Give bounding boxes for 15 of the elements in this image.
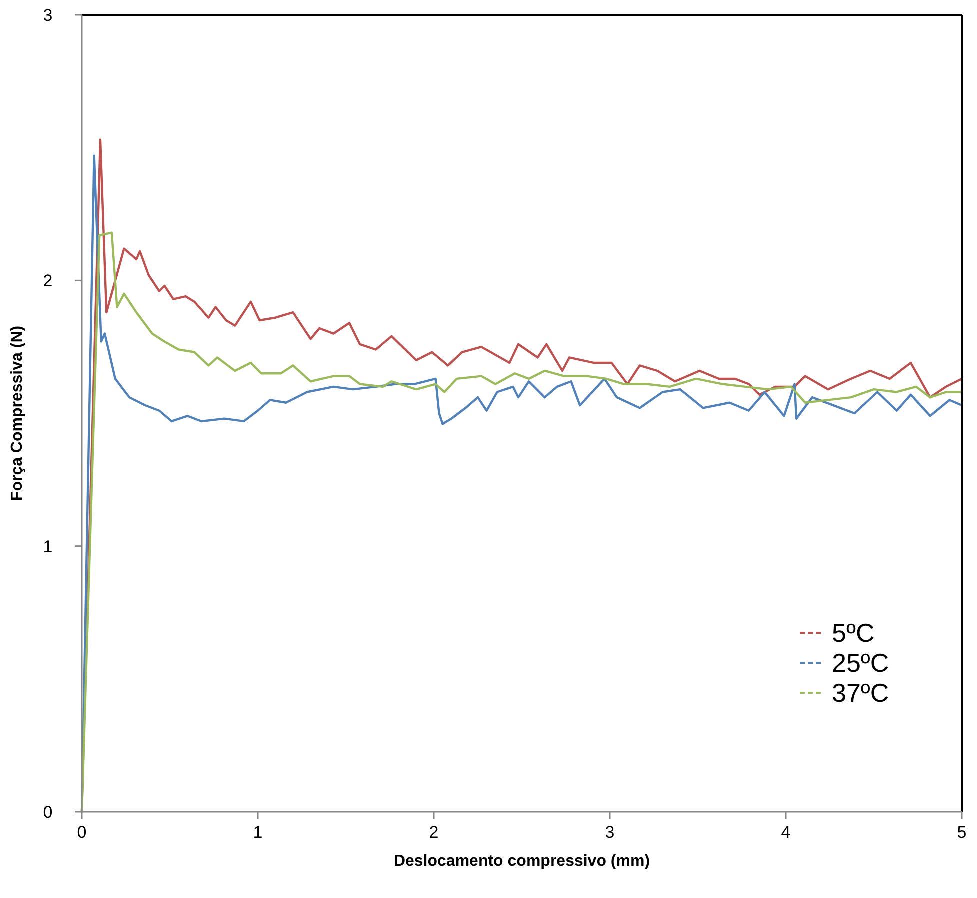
x-tick-label: 1: [253, 823, 263, 842]
y-tick-label: 3: [43, 6, 53, 25]
x-axis-title: Deslocamento compressivo (mm): [394, 853, 650, 870]
x-tick-label: 0: [77, 823, 87, 842]
x-tick-label: 3: [605, 823, 615, 842]
legend-label: 37ºC: [832, 678, 890, 708]
y-axis-title: Força Compressiva (N): [9, 326, 26, 502]
y-tick-label: 0: [43, 802, 53, 822]
y-tick-label: 2: [43, 272, 53, 291]
x-tick-label: 5: [957, 823, 967, 842]
legend-label: 25ºC: [832, 648, 890, 678]
x-tick-label: 2: [429, 823, 439, 842]
x-tick-label: 4: [781, 823, 791, 842]
y-tick-label: 1: [43, 537, 53, 556]
legend-label: 5ºC: [832, 618, 875, 648]
